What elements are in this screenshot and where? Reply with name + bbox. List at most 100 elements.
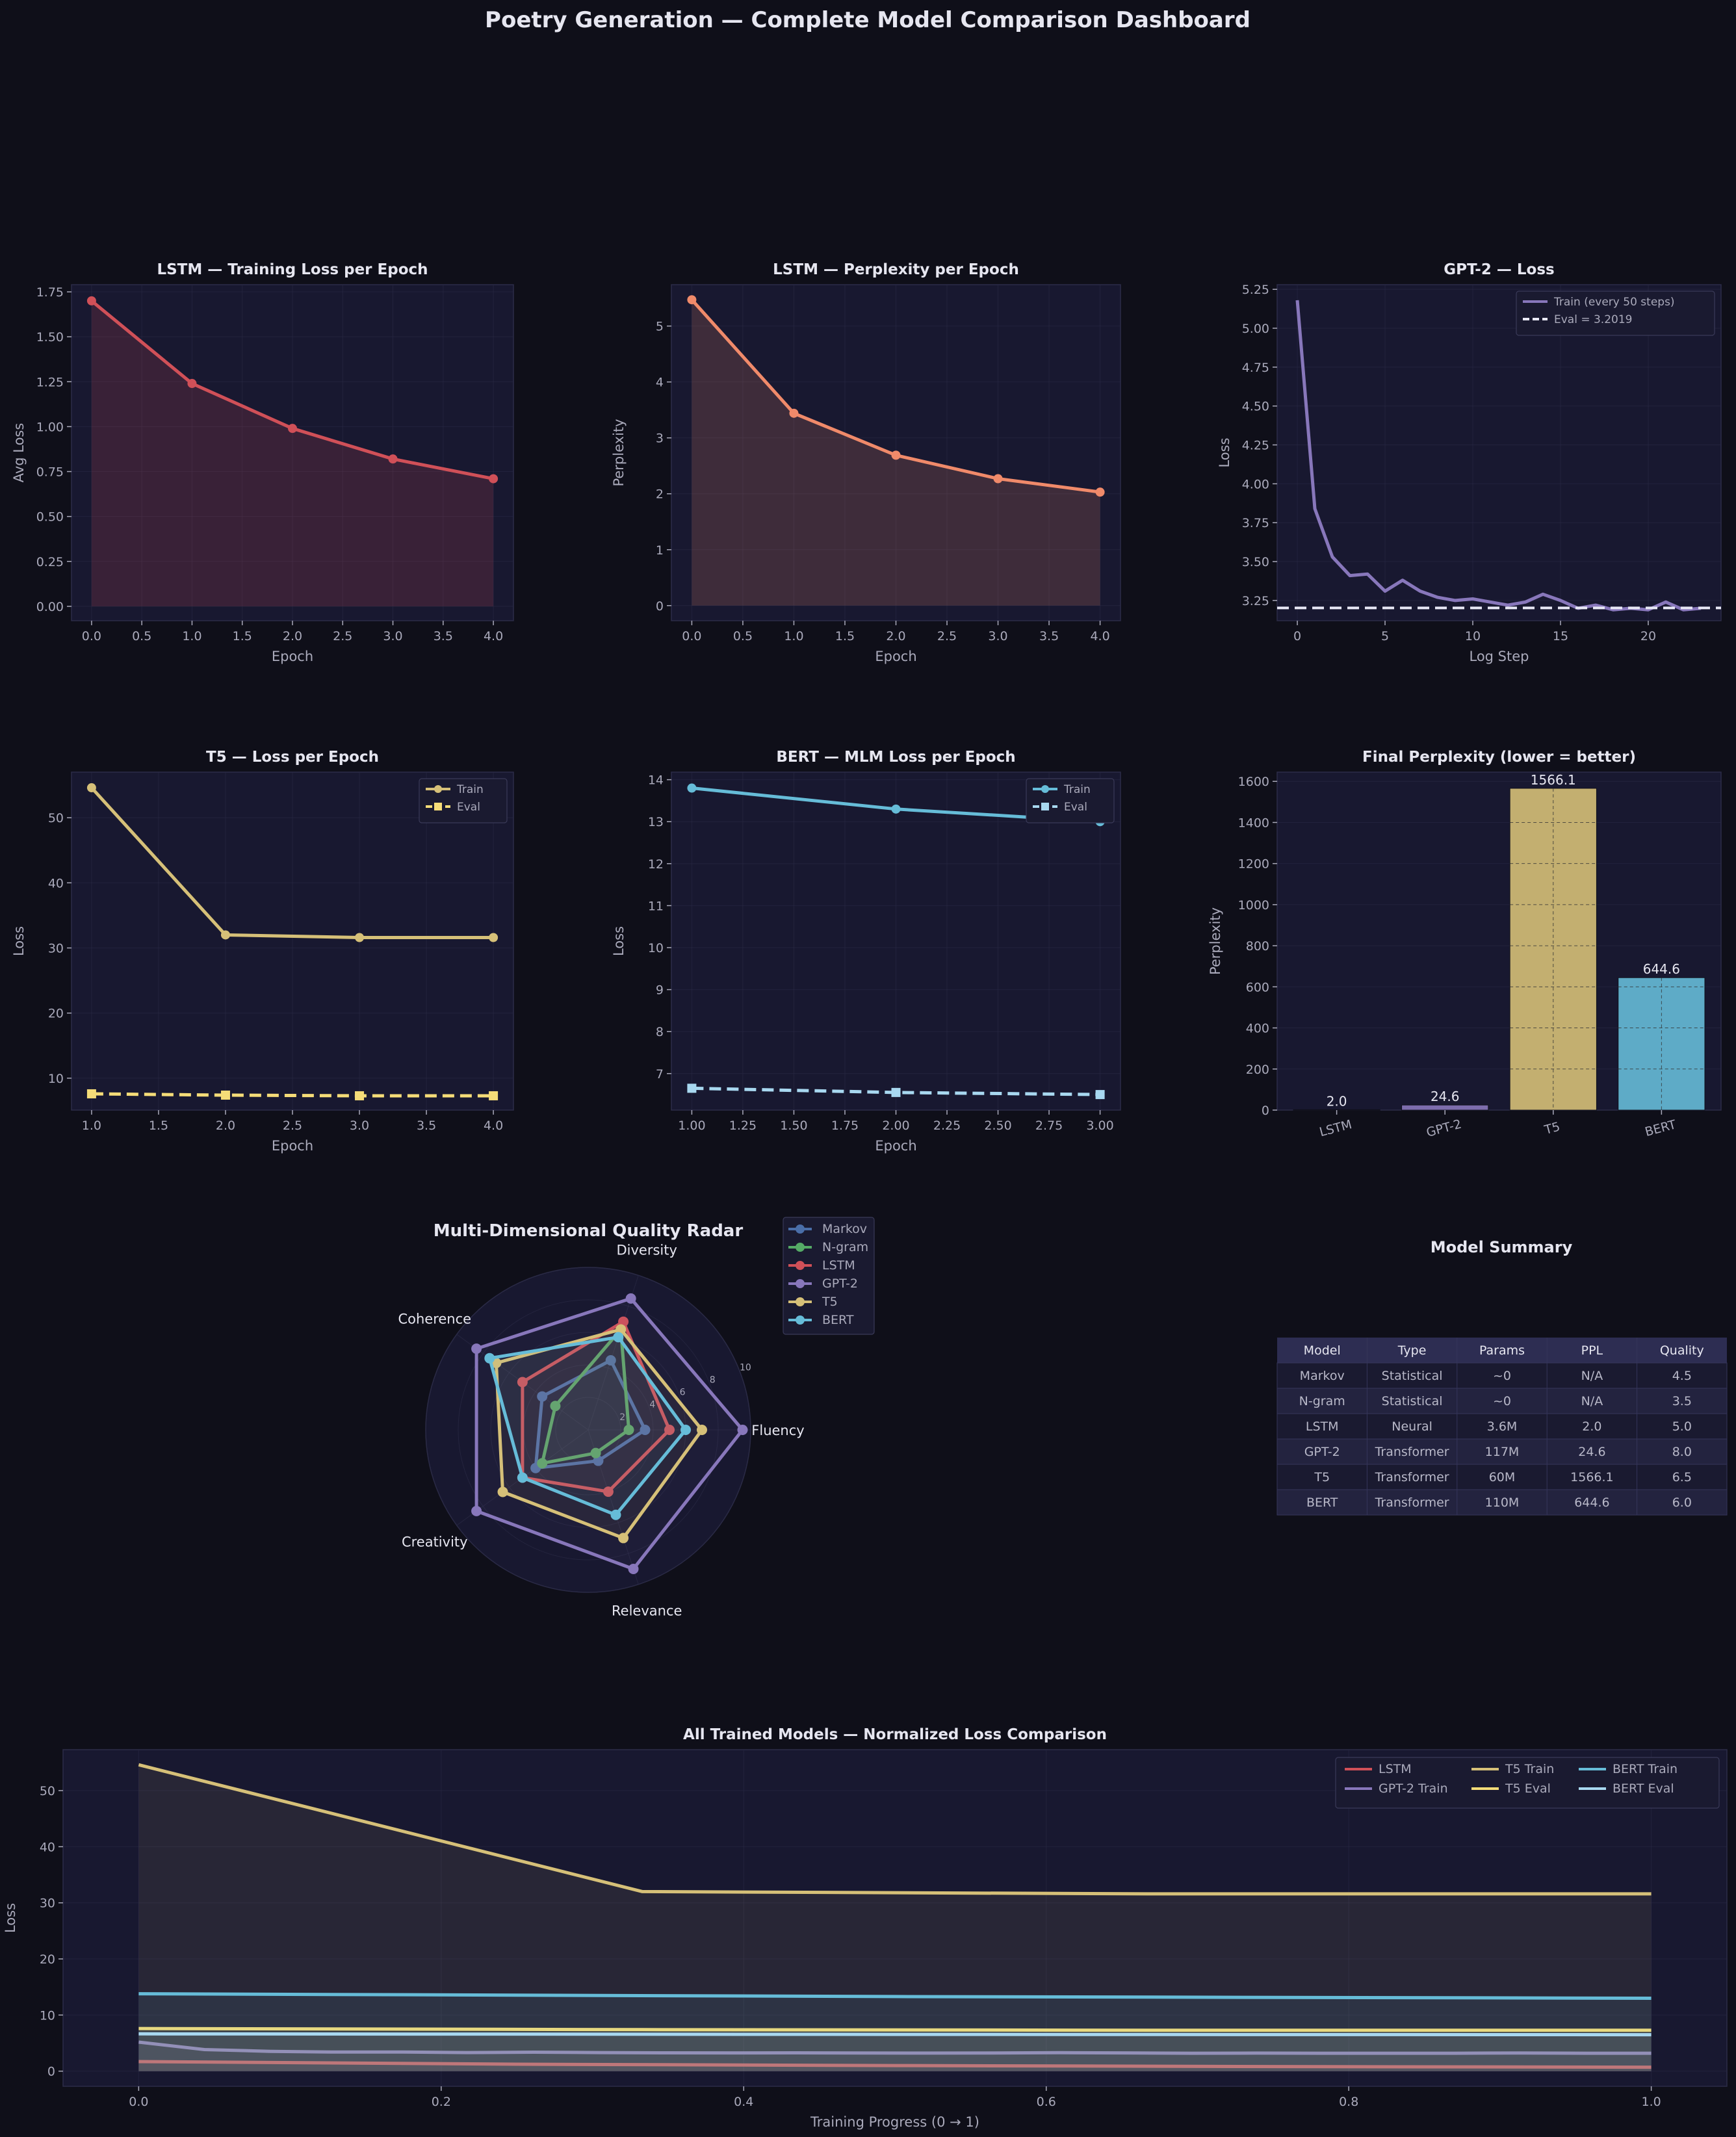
table-row — [1276, 1388, 1728, 1414]
chart-title: Model Summary — [1431, 1238, 1573, 1256]
legend-marker — [434, 803, 442, 810]
chart-lstm_ppl: LSTM — Perplexity per Epoch 0.0 0.5 1.0 1.5 2… — [611, 261, 1121, 664]
table-cell: N/A — [1581, 1369, 1603, 1383]
y-tick-label: 3.75 — [1242, 516, 1269, 530]
series-area — [692, 300, 1100, 606]
x-tick-label: 15 — [1553, 629, 1568, 643]
radar-ring-label: 4 — [649, 1400, 655, 1410]
y-tick-label: 0.00 — [36, 600, 64, 614]
x-tick-label: 2.5 — [937, 629, 957, 643]
x-tick-label: 1.0 — [182, 629, 201, 643]
x-tick-label: 1.75 — [831, 1119, 859, 1133]
y-axis-label: Loss — [11, 926, 27, 956]
radar-point — [497, 1486, 508, 1497]
table-cell: T5 — [1314, 1470, 1330, 1484]
chart-t5_loss: T5 — Loss per Epoch 1.0 1.5 2.0 2.5 3.0 3.5 4.0… — [11, 749, 514, 1154]
table-cell: Statistical — [1382, 1394, 1443, 1408]
legend-label: Train — [1063, 783, 1091, 796]
radar-series — [474, 1297, 744, 1571]
legend-label: Eval = 3.2019 — [1554, 313, 1632, 326]
radar-point — [517, 1472, 528, 1483]
y-tick-label: 13 — [648, 815, 664, 829]
x-tick-label: 0 — [1293, 629, 1301, 643]
chart-bert_loss: BERT — MLM Loss per Epoch 1.00 1.25 1.50 1.7… — [611, 749, 1121, 1154]
legend-label: T5 — [822, 1295, 838, 1309]
x-tick-label: 3.00 — [1086, 1119, 1113, 1133]
y-tick-label: 0 — [47, 2065, 55, 2079]
x-tick-label: 1.0 — [1642, 2095, 1661, 2109]
data-point — [388, 454, 398, 464]
table-header-cell: Model — [1304, 1343, 1341, 1358]
data-point — [187, 379, 197, 389]
y-tick-label: 4 — [656, 376, 664, 390]
x-tick-label: 0.2 — [432, 2095, 451, 2109]
x-tick-label: 2.25 — [933, 1119, 961, 1133]
y-tick-label: 5.00 — [1242, 322, 1269, 336]
x-axis-label: Training Progress (0 → 1) — [810, 2114, 979, 2130]
series-area — [138, 2034, 1652, 2071]
data-point — [687, 783, 697, 793]
data-point — [86, 783, 96, 793]
y-tick-label: 1600 — [1238, 775, 1269, 789]
legend-marker — [796, 1297, 805, 1306]
data-point — [489, 1091, 499, 1100]
table-header-cell: PPL — [1581, 1343, 1603, 1358]
x-tick-label: 3.0 — [350, 1119, 369, 1133]
y-tick-label: 1000 — [1238, 898, 1269, 913]
data-point — [891, 1087, 901, 1097]
x-tick-label: 0.6 — [1037, 2095, 1056, 2109]
table-cell: 3.6M — [1487, 1419, 1518, 1434]
chart-final_ppl: Final Perplexity (lower = better) 0 200 400… — [1208, 749, 1722, 1140]
radar-series — [534, 1358, 647, 1470]
radar-point — [471, 1343, 482, 1354]
data-point — [86, 296, 96, 305]
y-tick-label: 11 — [648, 899, 664, 913]
legend-label: Train — [456, 783, 484, 796]
data-point — [687, 295, 697, 305]
legend-label: T5 Train — [1505, 1762, 1554, 1776]
table-cell: N-gram — [1299, 1394, 1345, 1408]
table-cell: 4.5 — [1672, 1369, 1692, 1383]
table-cell: 5.0 — [1672, 1419, 1692, 1434]
radar-point — [623, 1425, 634, 1435]
data-point — [489, 474, 499, 484]
legend-marker — [796, 1243, 805, 1252]
data-point — [1095, 487, 1105, 497]
x-tick-label: 4.0 — [1090, 629, 1109, 643]
y-tick-label: 4.00 — [1242, 477, 1269, 491]
radar-point — [537, 1458, 548, 1469]
y-tick-label: 40 — [40, 1840, 55, 1854]
chart-gpt2_loss: GPT-2 — Loss 0 5 10 15 20 3.25 3.50 3.75 4.00 4.25… — [1217, 261, 1722, 664]
table-cell: LSTM — [1306, 1419, 1339, 1434]
x-tick-label: 2.00 — [882, 1119, 909, 1133]
y-tick-label: 12 — [648, 857, 664, 872]
table-cell: ~0 — [1493, 1369, 1511, 1383]
x-tick-label: 1.0 — [82, 1119, 101, 1133]
x-tick-label: 3.0 — [988, 629, 1007, 643]
y-tick-label: 3.50 — [1242, 555, 1269, 569]
legend-label: Train (every 50 steps) — [1553, 296, 1675, 309]
chart-title: LSTM — Training Loss per Epoch — [157, 261, 428, 278]
legend-marker — [434, 785, 442, 793]
x-tick-label: 3.5 — [417, 1119, 436, 1133]
table-cell: Markov — [1300, 1369, 1345, 1383]
legend-label: Eval — [1064, 801, 1087, 814]
radar-point — [471, 1505, 482, 1516]
table-cell: Neural — [1392, 1419, 1432, 1434]
y-axis-label: Loss — [3, 1903, 18, 1933]
series-line — [91, 1092, 494, 1098]
radar-series — [540, 1328, 630, 1465]
y-tick-label: 14 — [648, 773, 664, 788]
legend-label: Markov — [822, 1222, 867, 1236]
legend-label: BERT — [822, 1313, 854, 1327]
table-cell: 1566.1 — [1570, 1470, 1613, 1484]
x-tick-label: 20 — [1640, 629, 1656, 643]
data-point — [891, 450, 901, 460]
x-tick-label: 1.5 — [233, 629, 252, 643]
table-header-row — [1277, 1338, 1727, 1363]
radar-point — [618, 1533, 629, 1544]
y-tick-label: 20 — [48, 1007, 64, 1021]
bar-value-label: 24.6 — [1431, 1089, 1460, 1104]
table-cell: 60M — [1489, 1470, 1516, 1484]
